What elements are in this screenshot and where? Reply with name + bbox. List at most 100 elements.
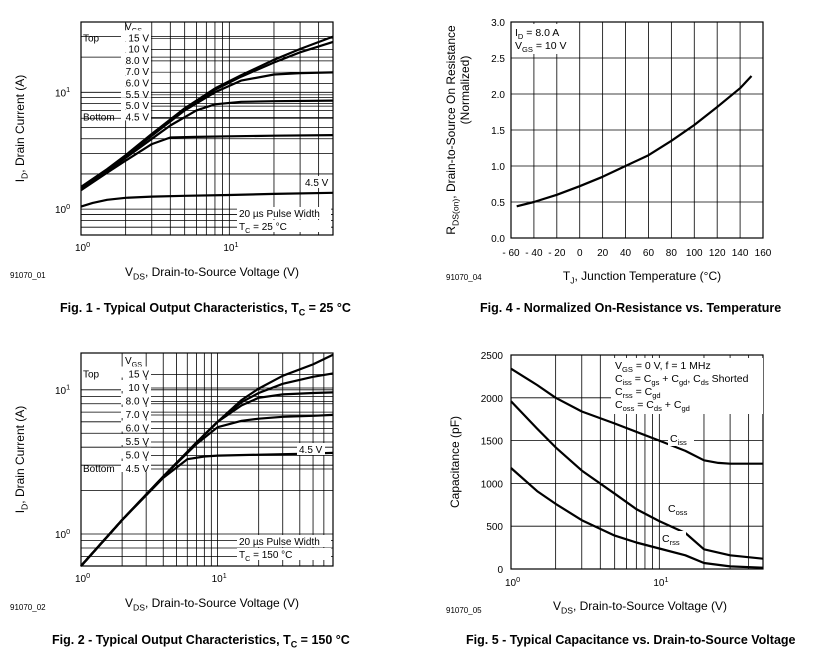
note-2-1: TC​ = 150 °C [239,550,292,563]
figure-id-2: 91070_02 [10,603,46,612]
vgs-legend-item-0-3: 7.0 V [126,67,150,78]
y-tick-2-0: 100​ [55,527,70,541]
vgs-legend-item-2-6: 5.0 V [126,451,150,462]
vgs-legend-item-0-1: 10 V [128,45,149,56]
x-tick-1-6: 60 [643,248,655,259]
x-tick-1-10: 140 [732,248,749,259]
plot-frame-2 [80,352,334,567]
legend-bottom-label-0: Bottom [83,112,115,123]
note-3-3: Coss​ = Cds​ + Cgd​ [615,399,690,413]
y-tick-1-1: 0.5 [491,198,505,209]
fig0-series-10-v [80,40,334,190]
fig0-series-5-0-v [80,134,334,192]
y-axis-label-2: ID​, Drain Current (A) [13,406,30,514]
vgs-legend-item-0-7: 4.5 V [126,112,150,123]
plot-frame-0 [80,21,334,236]
y-tick-3-1: 500 [486,522,503,533]
plot-frame-1 [510,21,764,239]
y-tick-1-0: 0.0 [491,234,505,245]
y-tick-3-0: 0 [497,565,503,576]
x-tick-1-0: - 60 [502,248,520,259]
fig3-series-coss [510,400,764,560]
vgs-legend-item-2-5: 5.5 V [126,437,150,448]
x-tick-1-11: 160 [755,248,772,259]
x-tick-1-8: 100 [686,248,703,259]
figure-5-caption: Fig. 5 - Typical Capacitance vs. Drain-t… [466,633,796,647]
fig3-series-crss [510,467,764,569]
y-tick-3-4: 2000 [481,394,504,405]
vgs-legend-item-0-6: 5.0 V [126,101,150,112]
figure-2-caption: Fig. 2 - Typical Output Characteristics,… [52,633,350,650]
curve-label-ciss: Ciss​ [670,433,687,447]
plot-frame-3 [510,354,764,570]
fig0-series-6-0-v [80,99,334,190]
x-axis-label-2: VDS​, Drain-to-Source Voltage (V) [125,596,299,613]
curve-label-crss: Crss​ [662,533,680,547]
curve-label-2: 4.5 V [299,445,323,456]
y-axis-label-0: ID​, Drain Current (A) [13,75,30,183]
vgs-legend-item-0-0: 15 V [128,33,149,44]
y-tick-3-5: 2500 [481,351,504,362]
figure-id-4: 91070_04 [446,273,482,282]
y-axis-label-3: Capacitance (pF) [448,416,462,508]
x-axis-label-3: VDS​, Drain-to-Source Voltage (V) [553,599,727,616]
vgs-legend-item-0-4: 6.0 V [126,79,150,90]
y-axis-label-2-1: (Normalized) [458,56,472,125]
figure-1-caption: Fig. 1 - Typical Output Characteristics,… [60,301,351,318]
note-0-1: TC​ = 25 °C [239,222,287,235]
y-tick-3-2: 1000 [481,479,504,490]
figure-id-1: 91070_01 [10,271,46,280]
y-tick-1-5: 2.5 [491,54,505,65]
y-tick-1-6: 3.0 [491,18,505,29]
vgs-legend-item-2-1: 10 V [128,383,149,394]
y-tick-0-0: 100​ [55,202,70,216]
figure-id-5: 91070_05 [446,606,482,615]
x-axis-label-1: TJ​, Junction Temperature (°C) [563,269,721,286]
vgs-legend-item-0-2: 8.0 V [126,56,150,67]
fig0-series-8-0-v [80,71,334,190]
x-tick-1-7: 80 [666,248,678,259]
x-tick-1-9: 120 [709,248,726,259]
y-tick-1-3: 1.5 [491,126,505,137]
x-tick-1-2: - 20 [548,248,566,259]
legend-top-label-0: Top [83,33,100,44]
x-tick-1-1: - 40 [525,248,543,259]
x-tick-1-3: 0 [577,248,583,259]
y-tick-3-3: 1500 [481,437,504,448]
vgs-legend-item-2-7: 4.5 V [126,464,150,475]
y-axis-label-1: RDS(on)​, Drain-to-Source On Resistance [444,25,461,235]
note-3-2: Crss​ = Cgd​ [615,386,661,400]
x-tick-1-5: 40 [620,248,632,259]
curve-label-0: 4.5 V [305,178,329,189]
vgs-legend-item-2-2: 8.0 V [126,397,150,408]
fig3-series-ciss [510,367,763,465]
x-tick-3-1: 101​ [653,575,668,589]
note-0-0: 20 µs Pulse Width [239,209,320,220]
y-tick-1-4: 2.0 [491,90,505,101]
fig2-series-5-0-v [80,451,334,567]
vgs-legend-item-2-4: 6.0 V [126,424,150,435]
x-tick-3-0: 100​ [505,575,520,589]
vgs-legend-item-2-3: 7.0 V [126,410,150,421]
curve-label-coss: Coss​ [668,503,688,517]
x-tick-0-1: 101​ [223,240,238,254]
x-tick-1-4: 20 [597,248,609,259]
legend-bottom-label-2: Bottom [83,464,115,475]
note-2-0: 20 µs Pulse Width [239,537,320,548]
y-tick-2-1: 101​ [55,383,70,397]
legend-top-label-2: Top [83,370,100,381]
vgs-legend-item-0-5: 5.5 V [126,90,150,101]
y-tick-1-2: 1.0 [491,162,505,173]
note-1-0: ID​ = 8.0 A [515,27,559,41]
chart-91070_02: VGS​15 V 10 V 8.0 V 7.0 V 6.0 V 5.5 V 5.0 V 4.5… [13,352,334,613]
y-tick-0-1: 101​ [55,85,70,99]
x-tick-2-0: 100​ [75,571,90,585]
fig1-series-rds-on- [516,75,753,208]
note-1-1: VGS​ = 10 V [515,40,567,54]
vgs-legend-header-2: VGS​ [125,356,142,369]
figure-4-caption: Fig. 4 - Normalized On-Resistance vs. Te… [480,301,782,315]
fig0-series-4-5-v [80,191,334,208]
